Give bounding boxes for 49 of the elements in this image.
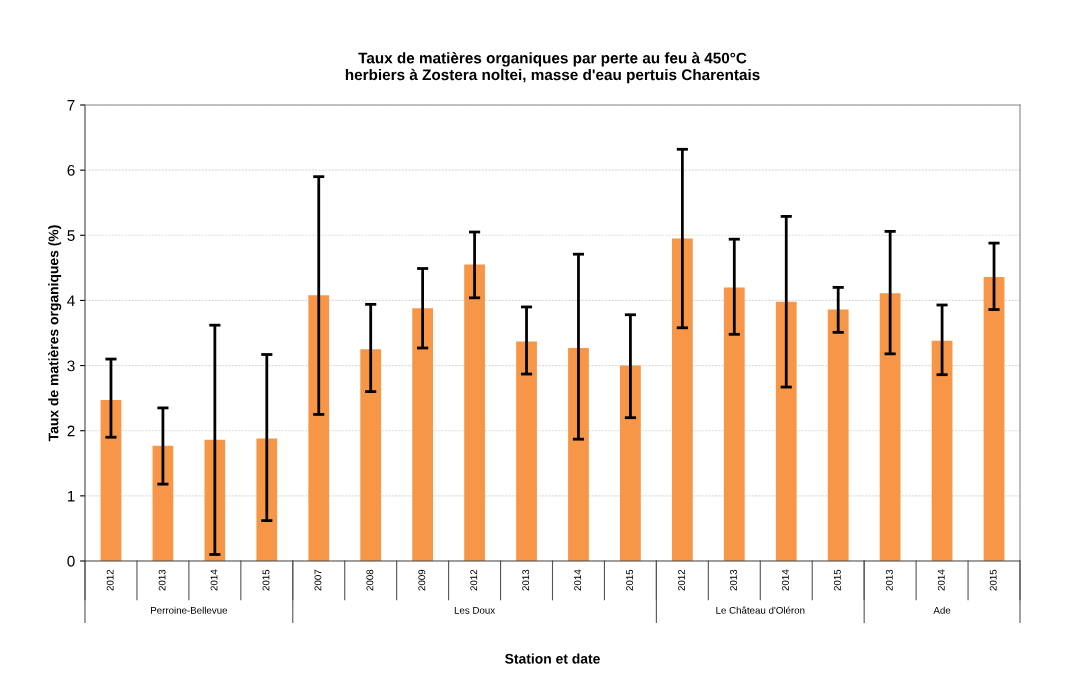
bar <box>671 238 693 561</box>
bar <box>360 349 382 561</box>
y-tick-label: 0 <box>67 555 75 567</box>
bar <box>827 309 849 561</box>
y-axis-title: Taux de matières organiques (%) <box>48 225 62 442</box>
text: Perroine-Bellevue <box>151 606 228 614</box>
x-tick-label: 2015 <box>989 569 997 591</box>
bar <box>464 264 485 561</box>
x-tick-label: 2013 <box>522 569 530 591</box>
y-tick-label: 1 <box>67 490 75 502</box>
x-tick-label: 2013 <box>885 569 893 591</box>
x-tick-label: 2012 <box>106 569 114 591</box>
x-tick-label: 2015 <box>833 569 841 591</box>
x-axis-title: Station et date <box>505 653 600 664</box>
x-tick-label: 2009 <box>418 569 426 591</box>
bar <box>931 340 953 561</box>
x-tick-label: 2014 <box>574 569 582 591</box>
bar <box>983 276 1005 561</box>
text: Le Château d'Oléron <box>716 606 805 614</box>
x-tick-label: 2015 <box>262 569 270 591</box>
bar <box>879 293 901 561</box>
x-tick-label: 2012 <box>470 569 478 591</box>
x-tick-label: 2014 <box>937 569 945 591</box>
y-tick-label: 2 <box>67 425 75 437</box>
y-tick-label: 6 <box>67 165 75 176</box>
chart-title: Taux de matières organiques par perte au feu à 450°C herbiers à Zostera noltei, masse d'eau pertuis Charentais <box>345 52 760 84</box>
y-tick-label: 5 <box>67 230 75 241</box>
x-tick-label: 2014 <box>781 569 789 591</box>
bar <box>516 341 537 561</box>
bar <box>308 295 330 561</box>
bar <box>775 301 797 561</box>
bar <box>568 347 589 561</box>
y-tick-label: 7 <box>67 100 75 111</box>
x-tick-label: 2012 <box>678 569 685 591</box>
bar <box>152 445 174 561</box>
text: Les Doux <box>454 606 496 614</box>
bar <box>723 287 745 561</box>
y-tick-label: 3 <box>67 360 75 372</box>
x-tick-label: 2013 <box>730 569 737 591</box>
x-tick-label: 2015 <box>626 569 634 591</box>
x-tick-label: 2008 <box>366 569 374 591</box>
x-tick-label: 2007 <box>314 569 322 591</box>
x-tick-label: 2013 <box>158 569 166 591</box>
bar <box>620 365 641 561</box>
x-tick-label: 2014 <box>210 569 218 591</box>
y-tick-label: 4 <box>67 295 75 306</box>
text: Ade <box>933 606 951 614</box>
bar <box>412 308 434 561</box>
bar <box>100 400 122 561</box>
